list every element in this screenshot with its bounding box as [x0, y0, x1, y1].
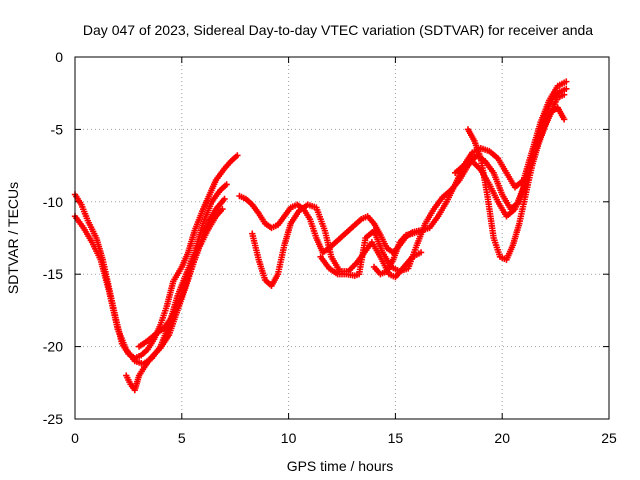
series-track-d — [135, 205, 226, 350]
chart-title: Day 047 of 2023, Sidereal Day-to-day VTE… — [83, 22, 593, 38]
x-axis-label: GPS time / hours — [287, 458, 394, 474]
x-tick-label: 5 — [178, 430, 186, 446]
y-tick-label: 0 — [55, 49, 63, 65]
data-point — [234, 152, 241, 159]
data-points — [71, 78, 570, 394]
plot-frame — [74, 56, 610, 420]
x-tick-label: 20 — [494, 430, 510, 446]
data-point — [563, 78, 570, 85]
x-tick-label: 0 — [71, 430, 79, 446]
series-track-g — [317, 85, 570, 279]
data-point — [221, 195, 228, 203]
y-tick-label: -25 — [43, 411, 63, 427]
x-tick-label: 25 — [601, 430, 617, 446]
data-point — [223, 181, 230, 188]
data-point — [219, 205, 226, 213]
y-tick-label: -20 — [43, 339, 63, 355]
y-axis-label: SDTVAR / TECUs — [5, 182, 21, 294]
x-tick-label: 10 — [281, 430, 297, 446]
data-point — [560, 116, 568, 123]
y-tick-label: -5 — [51, 121, 64, 137]
series-track-j — [452, 91, 568, 220]
x-tick-label: 15 — [388, 430, 404, 446]
data-point — [417, 249, 425, 256]
data-point — [563, 85, 570, 93]
y-tick-label: -15 — [43, 266, 63, 282]
y-tick-label: -10 — [43, 194, 63, 210]
data-point — [560, 91, 568, 98]
tick-labels: 0 5 10 15 20 25 -25 -20 -15 -10 -5 0 — [43, 49, 617, 446]
